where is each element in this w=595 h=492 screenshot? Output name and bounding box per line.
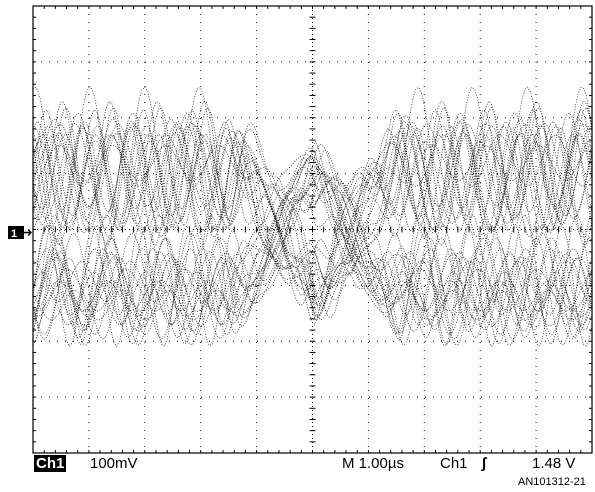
eye-trace	[32, 106, 593, 307]
eye-trace	[32, 143, 593, 346]
trigger-level: 1.48 V	[532, 455, 576, 472]
eye-trace	[32, 112, 593, 321]
channel-badge: Ch1	[34, 455, 67, 472]
eye-trace	[32, 154, 593, 312]
eye-trace	[32, 125, 593, 318]
eye-trace	[32, 180, 593, 316]
eye-trace	[32, 147, 593, 340]
status-bar: Ch1 100mV M 1.00µs Ch1 ∫ 1.48 V	[34, 455, 592, 472]
trigger-slope-icon: ∫	[482, 455, 487, 472]
timebase: M 1.00µs	[342, 455, 404, 472]
eye-trace	[32, 149, 593, 348]
eye-trace	[32, 144, 593, 291]
volts-per-div: 100mV	[90, 455, 138, 472]
eye-pattern-traces	[32, 86, 593, 348]
eye-trace	[32, 100, 593, 311]
channel-1-ground-marker: 1	[8, 226, 32, 240]
eye-trace	[32, 157, 593, 339]
eye-trace	[32, 122, 593, 288]
eye-trace	[32, 140, 593, 278]
eye-trace	[32, 167, 593, 336]
eye-trace	[32, 125, 593, 307]
eye-trace	[32, 133, 593, 299]
eye-trace	[32, 166, 593, 326]
eye-trace	[32, 156, 593, 331]
eye-trace	[32, 175, 593, 327]
eye-trace	[32, 123, 593, 305]
eye-trace	[32, 187, 593, 326]
eye-trace	[32, 179, 593, 312]
eye-trace	[32, 109, 593, 326]
svg-text:1: 1	[11, 228, 17, 240]
figure-id: AN101312-21	[518, 476, 586, 488]
eye-trace	[32, 166, 593, 321]
trigger-source: Ch1	[440, 455, 468, 472]
eye-trace	[32, 172, 593, 303]
eye-trace	[32, 120, 593, 306]
eye-trace	[32, 133, 593, 290]
eye-trace	[32, 140, 593, 345]
graticule-grid	[32, 5, 593, 454]
eye-trace	[32, 132, 593, 317]
